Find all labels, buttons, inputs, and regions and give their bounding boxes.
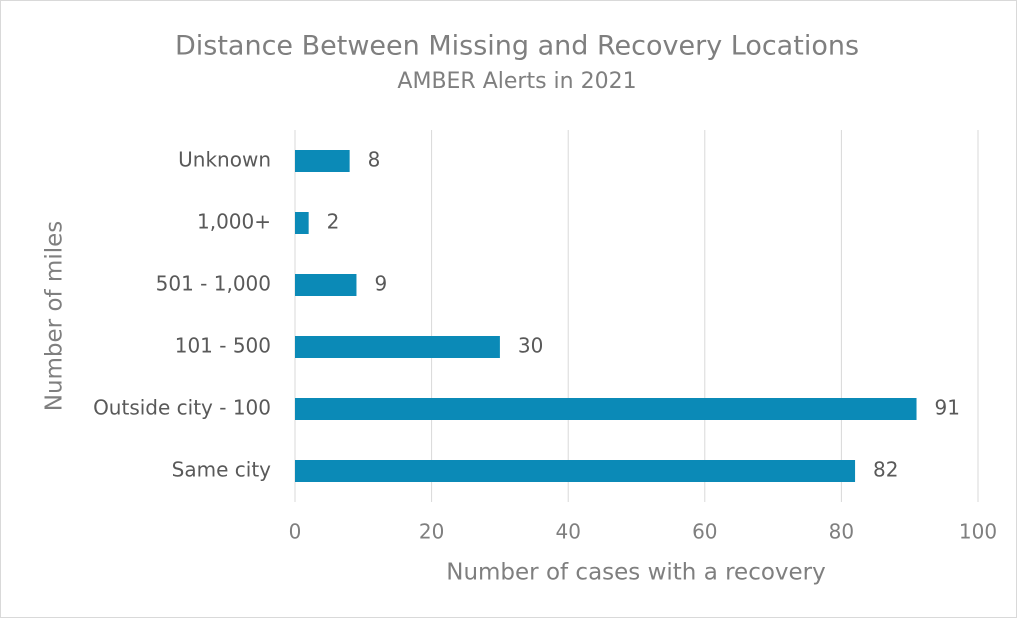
data-label: 82 xyxy=(873,458,898,482)
y-tick-label: 501 - 1,000 xyxy=(156,272,271,296)
bar xyxy=(295,212,309,234)
data-label: 2 xyxy=(327,210,340,234)
y-tick-label: 101 - 500 xyxy=(175,334,271,358)
x-tick-label: 80 xyxy=(829,520,854,544)
chart-title: Distance Between Missing and Recovery Lo… xyxy=(175,31,859,62)
bar xyxy=(295,150,350,172)
x-tick-label: 40 xyxy=(555,520,580,544)
data-label: 9 xyxy=(374,272,387,296)
y-axis-title: Number of miles xyxy=(42,221,68,412)
y-tick-label: Outside city - 100 xyxy=(93,396,271,420)
data-label: 8 xyxy=(368,148,381,172)
y-tick-label: 1,000+ xyxy=(197,210,271,234)
x-tick-label: 20 xyxy=(419,520,444,544)
x-tick-label: 60 xyxy=(692,520,717,544)
data-label: 30 xyxy=(518,334,543,358)
bar xyxy=(295,274,357,296)
bar xyxy=(295,460,856,482)
x-tick-label: 100 xyxy=(959,520,997,544)
y-tick-label: Same city xyxy=(172,458,271,482)
chart-subtitle: AMBER Alerts in 2021 xyxy=(397,69,636,94)
x-axis-title: Number of cases with a recovery xyxy=(446,560,826,586)
bar xyxy=(295,398,917,420)
y-tick-label: Unknown xyxy=(178,148,271,172)
data-label: 91 xyxy=(935,396,960,420)
bar xyxy=(295,336,500,358)
x-tick-label: 0 xyxy=(289,520,302,544)
